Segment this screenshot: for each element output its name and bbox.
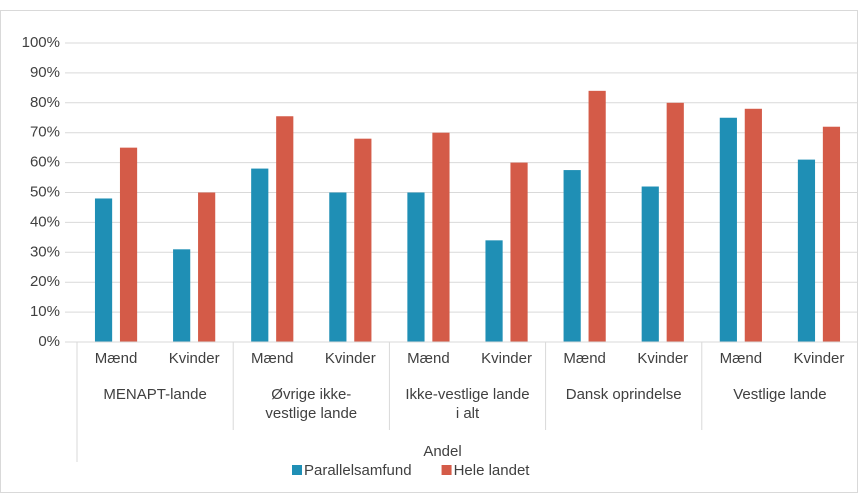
bar: [744, 108, 762, 342]
bar: [797, 159, 816, 342]
bar: [666, 102, 684, 342]
bar: [173, 249, 191, 342]
bar: [276, 116, 294, 342]
y-tick-label: 70%: [30, 124, 60, 141]
bar: [510, 162, 528, 342]
x-tick-label: Mænd: [95, 350, 138, 367]
y-tick-label: 100%: [22, 34, 60, 51]
y-tick-label: 20%: [30, 273, 60, 290]
x-tick-label: Kvinder: [794, 350, 845, 367]
y-tick-label: 50%: [30, 183, 60, 200]
group-label: i alt: [456, 405, 480, 422]
y-tick-label: 10%: [30, 303, 60, 320]
y-tick-label: 40%: [30, 213, 60, 230]
axis-title: Andel: [423, 443, 461, 460]
y-tick-label: 60%: [30, 154, 60, 171]
x-tick-label: Kvinder: [169, 350, 220, 367]
bar: [251, 168, 269, 342]
bar: [407, 192, 425, 342]
x-tick-label: Kvinder: [325, 350, 376, 367]
group-label: Dansk oprindelse: [566, 386, 682, 403]
x-tick-label: Mænd: [563, 350, 606, 367]
legend-label: Hele landet: [454, 462, 531, 479]
bar: [822, 126, 841, 342]
bar: [119, 147, 138, 342]
legend-swatch: [292, 465, 302, 475]
group-label: Øvrige ikke-: [271, 386, 351, 403]
group-label: Ikke-vestlige lande: [405, 386, 529, 403]
bar: [329, 192, 347, 342]
legend-label: Parallelsamfund: [304, 462, 412, 479]
y-tick-label: 0%: [38, 333, 60, 350]
x-tick-label: Mænd: [720, 350, 763, 367]
bar: [641, 186, 659, 342]
bar: [719, 117, 737, 342]
x-tick-label: Kvinder: [481, 350, 532, 367]
legend-swatch: [441, 465, 452, 475]
bar: [485, 240, 503, 342]
bar: [354, 138, 372, 342]
x-tick-label: Kvinder: [637, 350, 688, 367]
chart-frame: [0, 10, 858, 493]
y-tick-label: 30%: [30, 243, 60, 260]
group-label: MENAPT-lande: [103, 386, 206, 403]
bar: [563, 170, 581, 342]
x-tick-label: Mænd: [251, 350, 294, 367]
group-label: vestlige lande: [265, 405, 357, 422]
bar: [432, 132, 450, 342]
group-label: Vestlige lande: [733, 386, 826, 403]
y-tick-label: 90%: [30, 64, 60, 81]
bar: [588, 90, 606, 342]
bar: [94, 198, 113, 342]
y-tick-label: 80%: [30, 94, 60, 111]
bar: [198, 192, 216, 342]
x-tick-label: Mænd: [407, 350, 450, 367]
